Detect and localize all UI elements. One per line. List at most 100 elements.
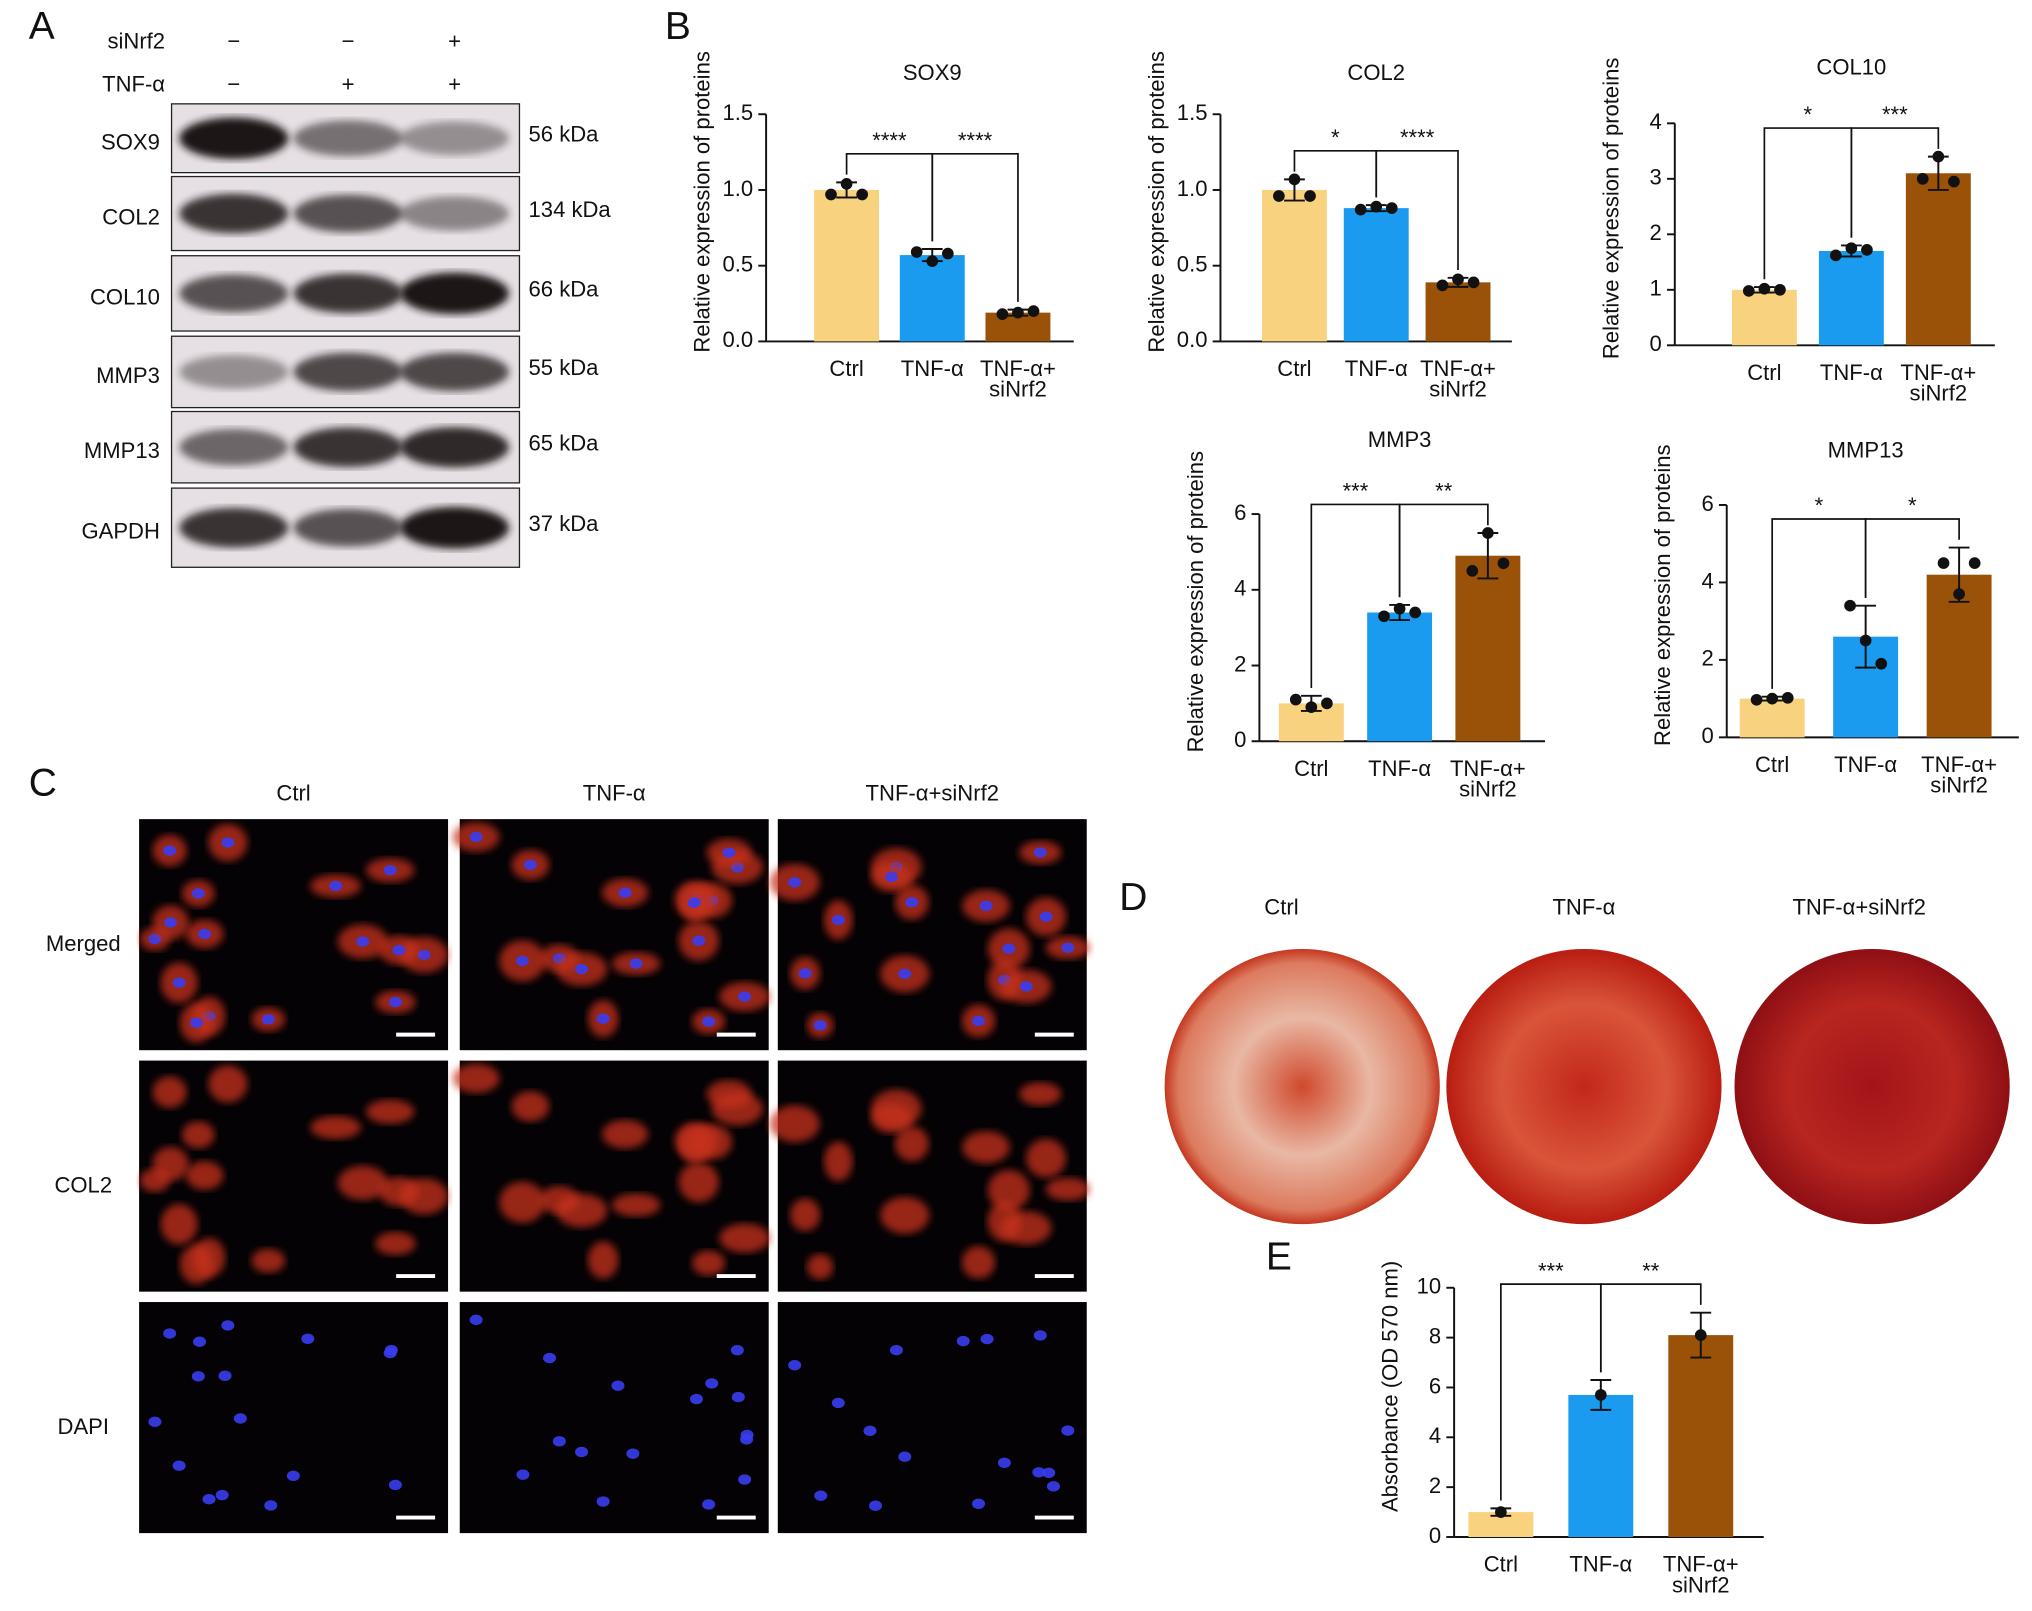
cell: [719, 1223, 770, 1253]
cell: [894, 1126, 929, 1162]
blot-band: [179, 274, 289, 313]
y-tick-label: 2: [1234, 651, 1246, 676]
y-axis-label: Relative expression of proteins: [1650, 444, 1675, 745]
nucleus: [329, 880, 343, 892]
panel-letter: E: [1266, 1235, 1292, 1278]
data-point: [910, 246, 923, 258]
blot-band: [179, 193, 289, 234]
y-tick-label: 0: [1429, 1523, 1441, 1548]
micrograph: [139, 1302, 449, 1534]
nucleus: [469, 831, 483, 843]
nucleus: [1061, 942, 1075, 953]
data-point: [1968, 557, 1981, 569]
x-tick-label: TNF-α: [1569, 1551, 1632, 1576]
chart-title: MMP13: [1828, 438, 1904, 463]
cell: [611, 1193, 661, 1217]
protein-label: COL2: [102, 205, 160, 230]
micrograph: [139, 819, 449, 1051]
y-tick-label: 10: [1417, 1274, 1442, 1299]
nucleus: [884, 871, 898, 883]
y-tick-label: 0: [1701, 723, 1713, 748]
data-point: [996, 308, 1009, 320]
y-tick-label: 0.5: [1177, 252, 1208, 277]
data-point: [1321, 697, 1333, 710]
nucleus: [198, 928, 212, 940]
significance-label: ***: [1343, 479, 1369, 504]
nucleus: [193, 1336, 207, 1347]
nucleus: [388, 996, 402, 1008]
column-label: TNF-α: [583, 780, 646, 805]
data-point: [840, 178, 853, 190]
bar: [1731, 289, 1797, 346]
data-point: [942, 247, 954, 260]
nucleus: [979, 900, 993, 912]
blot-band: [179, 355, 289, 389]
data-point: [1694, 1329, 1707, 1341]
nucleus: [202, 1494, 216, 1505]
cell: [769, 1105, 820, 1143]
cell: [182, 1121, 215, 1149]
column-label: TNF-α: [1552, 895, 1615, 920]
row-label: DAPI: [58, 1414, 109, 1439]
cell: [499, 1181, 546, 1223]
x-tick-label: TNF-α: [901, 356, 964, 381]
significance-label: ***: [1538, 1258, 1564, 1283]
bar: [1343, 208, 1409, 342]
nucleus: [611, 1380, 625, 1391]
blot-band: [400, 121, 510, 156]
data-point: [1742, 285, 1755, 297]
nucleus: [705, 1378, 719, 1389]
bar: [1818, 250, 1884, 346]
blot-band: [179, 429, 289, 466]
data-point: [1932, 150, 1945, 163]
nucleus: [972, 1015, 985, 1027]
band-size: 134 kDa: [529, 197, 612, 222]
nucleus: [384, 1344, 398, 1356]
bar: [1739, 698, 1805, 738]
nucleus: [702, 1499, 716, 1510]
blot-band: [400, 506, 510, 549]
nucleus: [164, 917, 178, 928]
nucleus: [798, 968, 812, 979]
nucleus: [813, 1020, 827, 1031]
significance-label: **: [1435, 479, 1453, 504]
nucleus: [1019, 981, 1033, 992]
y-tick-label: 2: [1429, 1473, 1441, 1498]
row-label: COL2: [54, 1172, 112, 1197]
chart-title: COL10: [1816, 55, 1886, 80]
nucleus: [215, 1489, 229, 1501]
nucleus: [738, 1474, 752, 1485]
nucleus: [233, 1413, 247, 1424]
nucleus: [997, 1457, 1011, 1469]
data-point: [1012, 306, 1024, 319]
x-tick-label: TNF-α+ siNrf2: [980, 356, 1056, 402]
cell: [366, 1099, 415, 1124]
data-point: [1953, 588, 1965, 600]
nucleus: [702, 1016, 716, 1027]
y-tick-label: 4: [1650, 109, 1662, 134]
nucleus: [629, 958, 643, 969]
nucleus: [831, 1397, 845, 1409]
nucleus: [905, 897, 919, 908]
nucleus: [1002, 943, 1016, 954]
blot-band: [179, 507, 289, 548]
stained-well: [1164, 948, 1440, 1225]
cell: [179, 1244, 214, 1284]
significance-bracket: [1599, 1283, 1702, 1373]
protein-label: SOX9: [101, 129, 160, 154]
nucleus: [388, 1479, 402, 1491]
data-point: [1845, 242, 1858, 255]
y-axis-label: Absorbance (OD 570 nm): [1378, 1261, 1403, 1512]
data-point: [1750, 693, 1763, 706]
y-tick-label: 4: [1234, 576, 1246, 601]
micrograph: [459, 1302, 769, 1534]
nucleus: [392, 944, 406, 956]
data-point: [1370, 200, 1383, 213]
nucleus: [261, 1014, 275, 1025]
cell: [1045, 1177, 1090, 1201]
nucleus: [516, 1469, 530, 1480]
cell: [1019, 1082, 1062, 1106]
x-tick-label: Ctrl: [1277, 356, 1311, 381]
significance-label: *: [1331, 125, 1340, 150]
